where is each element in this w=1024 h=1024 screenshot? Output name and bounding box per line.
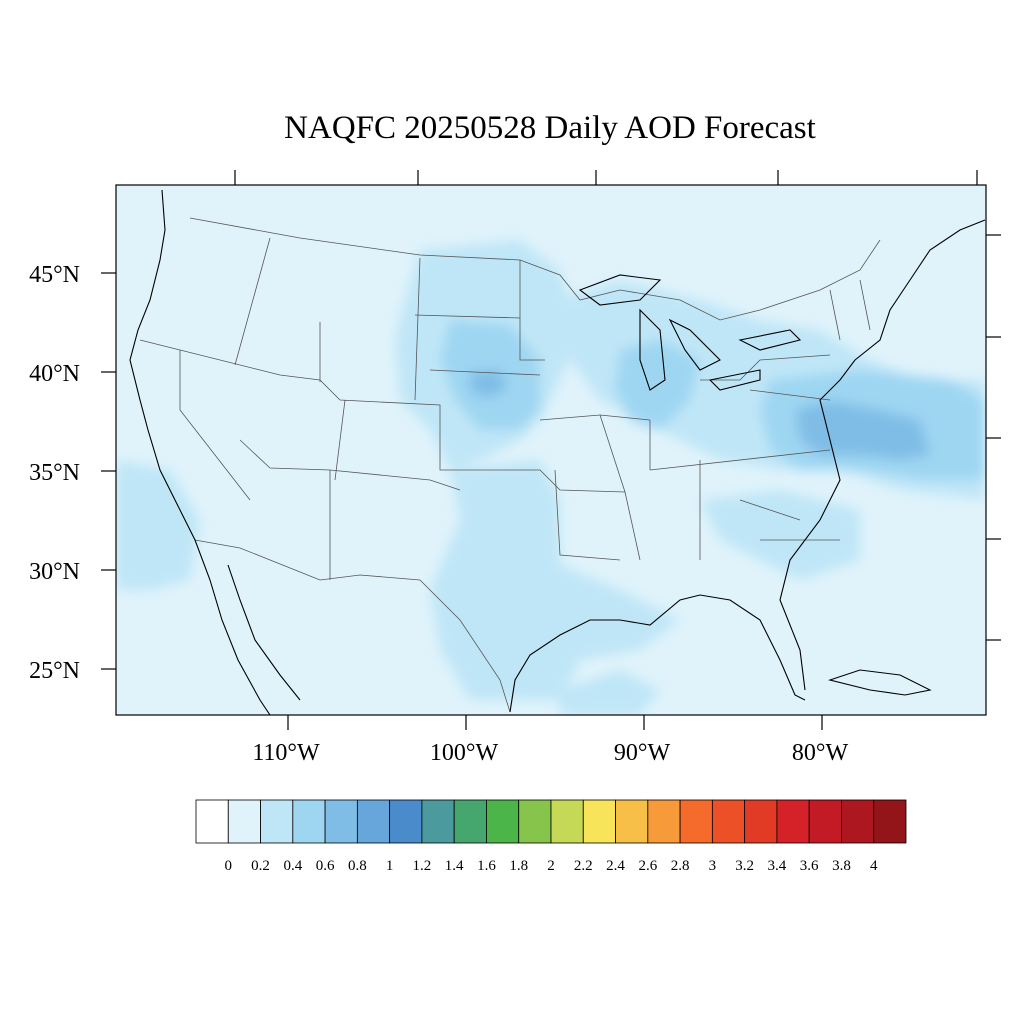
colorbar-swatch bbox=[615, 799, 649, 844]
lon-label-90w: 90°W bbox=[614, 740, 671, 766]
colorbar-swatch bbox=[486, 799, 520, 844]
colorbar-tick-label: 0.4 bbox=[283, 858, 302, 874]
colorbar bbox=[195, 799, 907, 844]
longitude-labels: 110°W 100°W 90°W 80°W bbox=[252, 740, 848, 766]
aod-region-pacific-offshore bbox=[116, 460, 200, 590]
aod-region-gulf-coast bbox=[520, 560, 680, 700]
political-borders bbox=[139, 217, 881, 713]
colorbar-tick-label: 0.8 bbox=[348, 858, 367, 874]
colorbar-swatch bbox=[518, 799, 552, 844]
lat-label-30: 30°N bbox=[29, 559, 80, 585]
colorbar-swatch bbox=[582, 799, 616, 844]
colorbar-tick-label: 1.8 bbox=[509, 858, 528, 874]
colorbar-swatch bbox=[292, 799, 326, 844]
lon-label-80w: 80°W bbox=[792, 740, 849, 766]
mexico-us-border bbox=[194, 539, 511, 713]
colorbar-swatch bbox=[873, 799, 907, 844]
colorbar-swatch bbox=[227, 799, 261, 844]
colorbar-tick-label: 2.8 bbox=[671, 858, 690, 874]
colorbar-swatch bbox=[744, 799, 778, 844]
aod-region-southeast bbox=[700, 490, 860, 580]
canada-us-border bbox=[189, 217, 881, 321]
gulf-coastline bbox=[509, 594, 806, 713]
colorbar-swatch bbox=[711, 799, 746, 844]
colorbar-tick-label: 3.2 bbox=[735, 858, 754, 874]
colorbar-tick-label: 2.6 bbox=[638, 858, 657, 874]
colorbar-tick-label: 4 bbox=[870, 858, 878, 874]
colorbar-tick-label: 1 bbox=[386, 858, 394, 874]
tick-marks bbox=[101, 170, 1001, 730]
lat-label-45: 45°N bbox=[29, 262, 80, 288]
great-lakes-outline bbox=[578, 274, 802, 391]
lat-label-25: 25°N bbox=[29, 658, 80, 684]
colorbar-tick-label: 2.2 bbox=[574, 858, 593, 874]
colorbar-swatch bbox=[679, 799, 713, 844]
latitude-labels: 45°N 40°N 35°N 30°N 25°N bbox=[29, 262, 80, 684]
atlantic-coastline bbox=[779, 219, 986, 691]
colorbar-swatch bbox=[550, 799, 584, 844]
colorbar-tick-label: 2.4 bbox=[606, 858, 625, 874]
map-plot-area bbox=[116, 185, 986, 715]
colorbar-swatch bbox=[421, 799, 455, 844]
colorbar-tick-label: 3.8 bbox=[832, 858, 851, 874]
colorbar-swatch bbox=[324, 799, 358, 844]
cuba-coast bbox=[828, 669, 932, 696]
lon-label-110w: 110°W bbox=[252, 740, 320, 766]
colorbar-swatch bbox=[195, 799, 229, 844]
map-frame bbox=[115, 184, 987, 716]
coastlines bbox=[129, 189, 986, 715]
colorbar-swatch bbox=[776, 799, 810, 844]
aod-region-chesapeake-core bbox=[795, 400, 930, 460]
colorbar-tick-label: 1.2 bbox=[413, 858, 432, 874]
map-title: NAQFC 20250528 Daily AOD Forecast bbox=[284, 110, 816, 146]
colorbar-swatch bbox=[841, 799, 875, 844]
colorbar-tick-label: 1.6 bbox=[477, 858, 496, 874]
colorbar-tick-label: 3.6 bbox=[800, 858, 819, 874]
colorbar-swatch bbox=[356, 799, 391, 844]
colorbar-swatch bbox=[647, 799, 681, 844]
colorbar-swatch bbox=[808, 799, 842, 844]
pacific-coastline bbox=[129, 189, 271, 715]
lat-label-40: 40°N bbox=[29, 361, 80, 387]
colorbar-swatch bbox=[389, 799, 423, 844]
colorbar-tick-label: 0.6 bbox=[316, 858, 335, 874]
state-lines-west bbox=[139, 237, 626, 580]
colorbar-tick-label: 3 bbox=[709, 858, 717, 874]
lon-label-100w: 100°W bbox=[430, 740, 499, 766]
aod-region-gulf-south bbox=[560, 670, 660, 715]
colorbar-tick-label: 1.4 bbox=[445, 858, 464, 874]
colorbar-swatch bbox=[453, 799, 487, 844]
colorbar-tick-label: 0 bbox=[225, 858, 233, 874]
colorbar-tick-label: 2 bbox=[547, 858, 555, 874]
baja-coast bbox=[227, 564, 301, 701]
colorbar-swatch bbox=[260, 799, 294, 844]
colorbar-tick-label: 3.4 bbox=[768, 858, 787, 874]
lat-label-35: 35°N bbox=[29, 460, 80, 486]
colorbar-tick-label: 0.2 bbox=[251, 858, 270, 874]
aod-region-nebraska-core bbox=[470, 370, 508, 398]
state-lines-central bbox=[414, 260, 701, 561]
state-lines-east bbox=[649, 279, 871, 541]
colorbar-labels: 0 0.2 0.4 0.6 0.8 1 1.2 1.4 1.6 1.8 2 2.2 2.4 2.6 2.8 3… bbox=[225, 858, 878, 874]
